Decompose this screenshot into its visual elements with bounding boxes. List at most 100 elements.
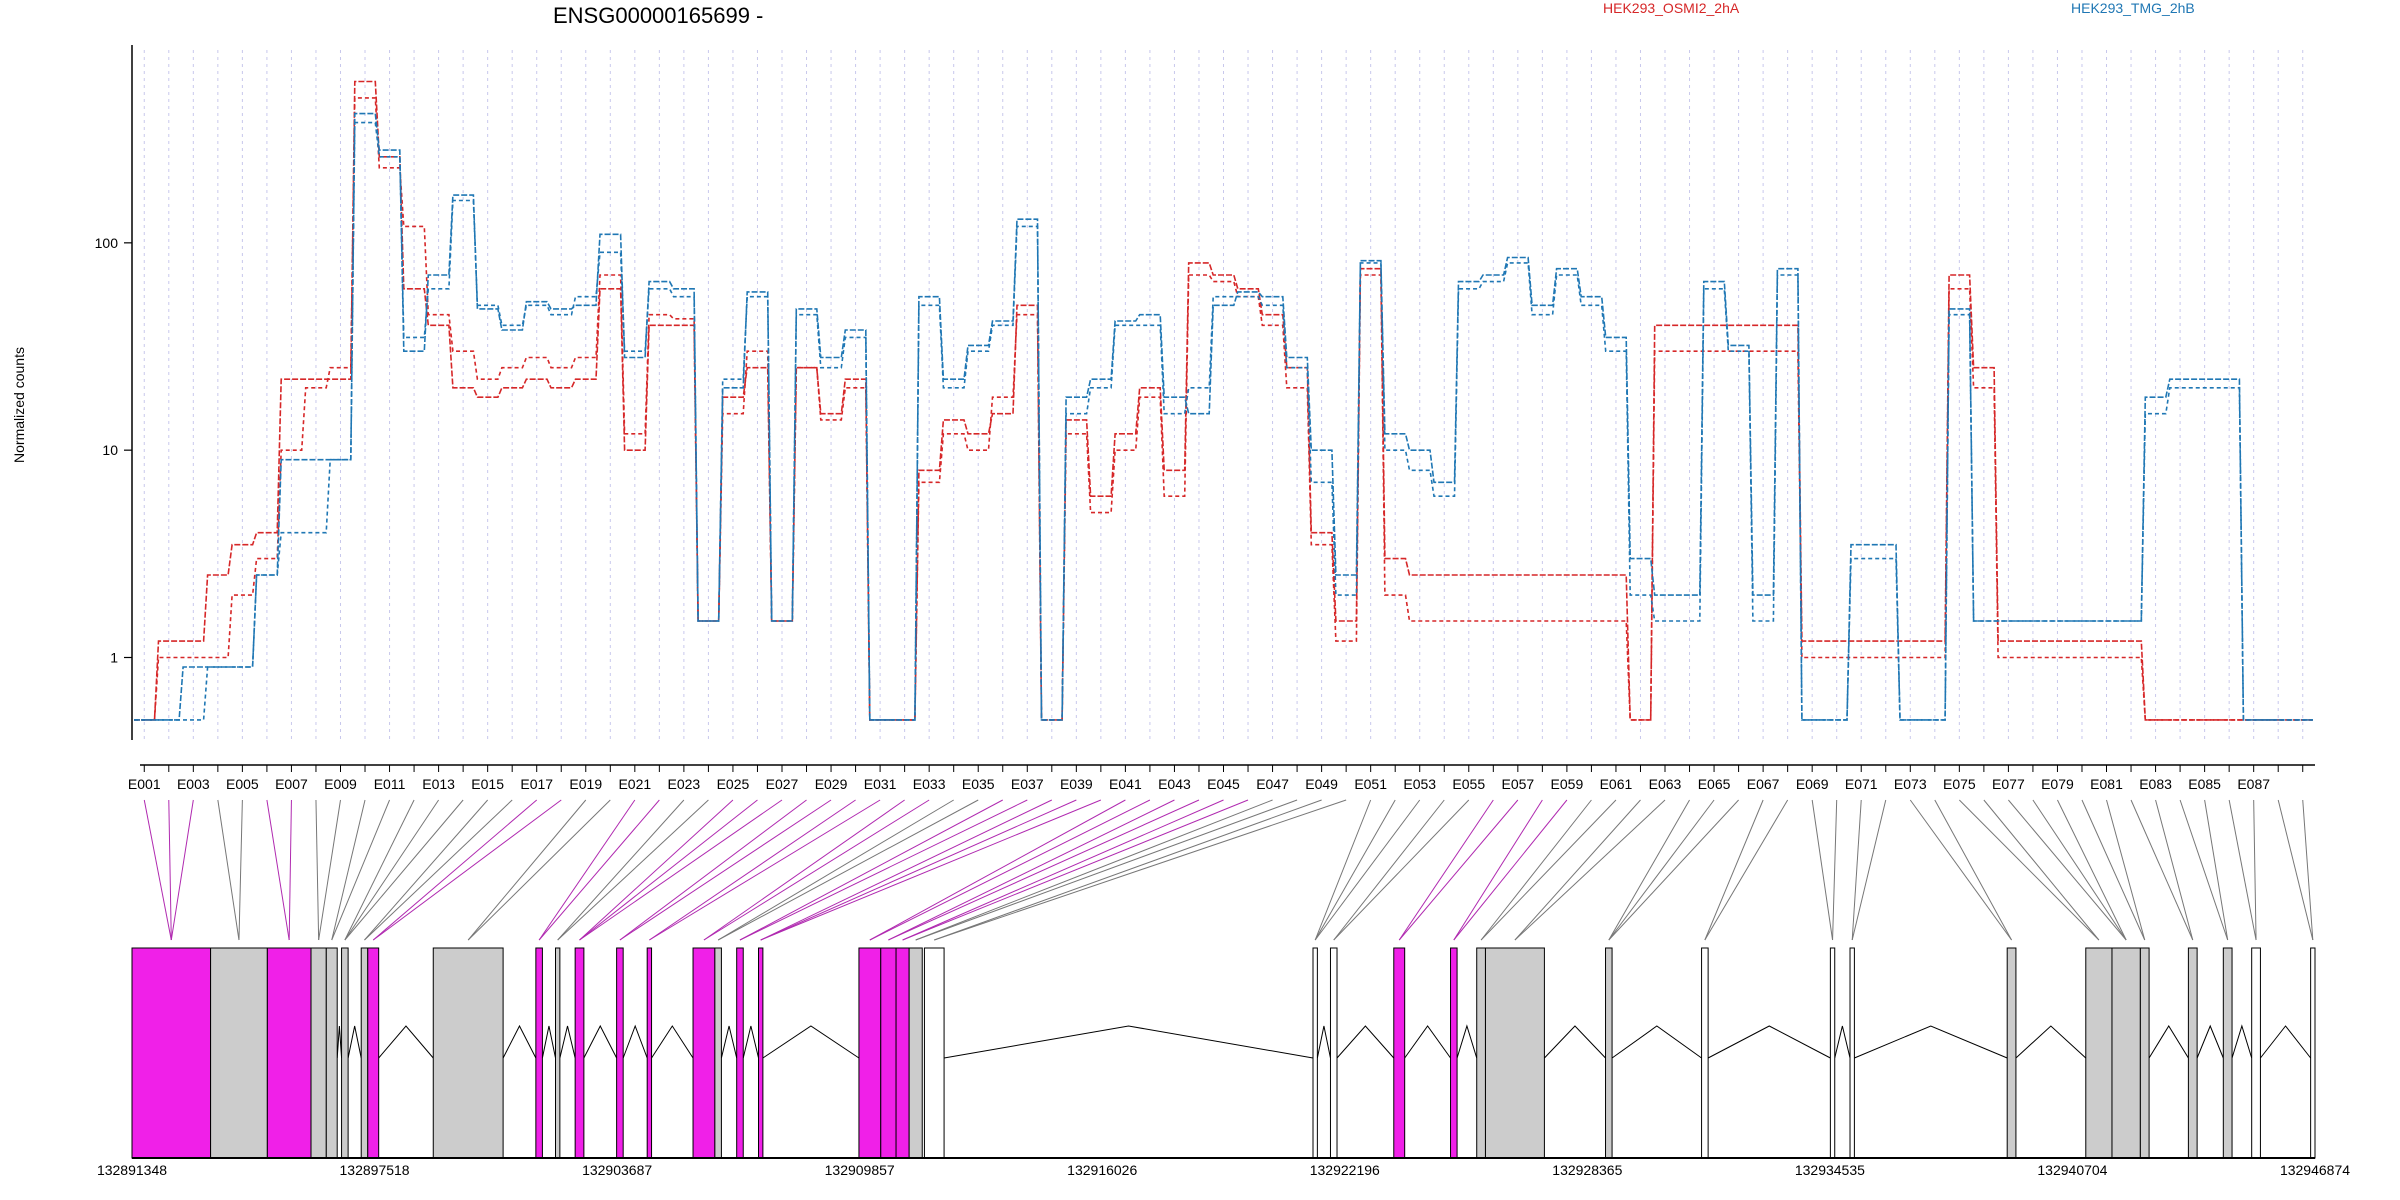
gene-model [131,947,2316,1159]
x-tick-label: E029 [815,776,848,792]
coordinate-label: 132891348 [97,1162,167,1178]
exon-block [266,947,312,1159]
exon-block [2310,947,2316,1159]
exon-connector [869,799,1126,941]
exon-block [367,947,380,1159]
coordinate-label: 132916026 [1067,1162,1137,1178]
intron-link [720,1025,738,1059]
x-tick-label: E045 [1207,776,1240,792]
exon-block [1605,947,1613,1159]
x-tick-label: E001 [128,776,161,792]
exon-block [2251,947,2261,1159]
exon-connector [467,799,587,941]
exon-connectors [143,799,2314,941]
intron-link [1336,1025,1395,1059]
exon-connector [2155,799,2194,941]
exon-connector [2008,799,2127,941]
exon-connector [170,799,194,941]
exon-connector [579,799,734,941]
exon-connector [2032,799,2127,941]
exon-connector [739,799,1028,941]
exon-connector [1514,799,1641,941]
exon-block [341,947,349,1159]
exon-block [535,947,543,1159]
intron-link [559,1025,576,1059]
exon-block [1484,947,1545,1159]
exon-connector [1480,799,1617,941]
exon-connector [902,799,1224,941]
exon-connector [1608,799,1715,941]
x-tick-label: E007 [275,776,308,792]
exon-block [923,947,945,1159]
exon-connector [344,799,440,941]
exon-connector [1704,799,1789,941]
exon-connector [467,799,611,941]
series-lines [134,80,2313,721]
intron-link [1854,1025,2008,1059]
exon-connector [869,799,1151,941]
y-tick-label: 10 [102,442,118,458]
x-tick-label: E017 [520,776,553,792]
exon-connector [557,799,709,941]
x-tick-label: E073 [1894,776,1927,792]
y-tick-label: 100 [95,235,119,251]
exon-connector [2057,799,2127,941]
exon-connector [266,799,290,941]
intron-link [1316,1025,1331,1059]
x-tick-label: E059 [1551,776,1584,792]
exon-connector [538,799,660,941]
exon-block [1450,947,1458,1159]
intron-link [583,1024,618,1059]
exon-block [2187,947,2198,1159]
coordinate-label: 132946874 [2280,1162,2350,1178]
exon-connector [649,799,856,941]
intron-link [2196,1024,2224,1059]
exon-block [2139,947,2150,1159]
intron-link [347,1025,362,1059]
exon-connector [915,799,1298,941]
x-tick-label: E019 [569,776,602,792]
series-line [134,112,2313,721]
exon-connector [2179,799,2229,941]
intron-link [2015,1025,2087,1059]
intron-link [2231,1024,2253,1059]
exon-connector [1909,799,2012,941]
coordinate-label: 132897518 [340,1162,410,1178]
exon-block [758,947,764,1159]
x-tick-label: E065 [1698,776,1731,792]
exon-connector [1934,799,2013,941]
y-axis-label: Normalized counts [11,347,27,463]
exon-block [736,947,744,1159]
intron-link [378,1025,434,1059]
exon-connector [217,799,240,941]
legend-label-osmi2: HEK293_OSMI2_2hA [1603,0,1740,16]
exon-connector [1704,799,1764,941]
x-tick-label: E035 [962,776,995,792]
exon-block [1701,947,1709,1159]
x-tick-label: E033 [913,776,946,792]
exon-block [616,947,624,1159]
y-axis: 1 10 100 [95,45,133,740]
intron-link [336,1025,343,1059]
exon-connector [760,799,1053,941]
x-tick-label: E025 [717,776,750,792]
intron-link [762,1025,860,1059]
coordinate-label: 132940704 [2037,1162,2107,1178]
exon-connector [372,799,562,941]
exon-block [1312,947,1318,1159]
intron-link [1456,1024,1478,1059]
exon-connector [915,799,1273,941]
series-line [134,80,2313,721]
intron-link [1544,1025,1606,1059]
intron-link [1834,1025,1851,1059]
exon-block [895,947,910,1159]
x-tick-label: E013 [422,776,455,792]
exon-connector [2253,799,2257,941]
exon-connector [344,799,415,941]
exon-connector [1314,799,1372,941]
intron-link [502,1024,537,1059]
exon-connector [619,799,807,941]
x-tick-label: E069 [1796,776,1829,792]
x-tick-label: E041 [1109,776,1142,792]
